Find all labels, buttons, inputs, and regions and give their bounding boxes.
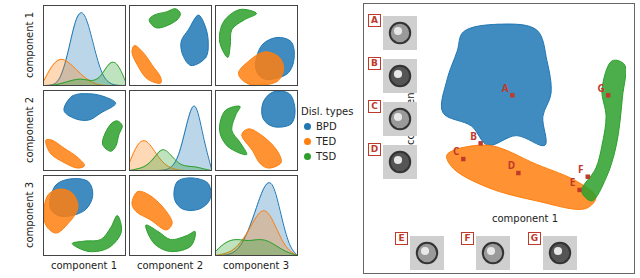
html-text:component 2: component 2 <box>24 96 35 164</box>
html-text:component 2: component 2 <box>405 78 416 146</box>
html-text:C: C <box>371 101 378 111</box>
html-text:component 3: component 3 <box>24 181 35 249</box>
html-text:E: E <box>398 233 405 243</box>
svg-text:D: D <box>508 158 515 172</box>
html-text:component 1: component 1 <box>491 213 559 224</box>
html-text:TED: TED <box>316 136 337 147</box>
html-text:TSD: TSD <box>316 151 337 162</box>
svg-text:B: B <box>470 129 477 143</box>
html-text:B: B <box>371 58 378 68</box>
html-text:A: A <box>371 15 378 25</box>
svg-text:F: F <box>578 162 584 176</box>
svg-text:G: G <box>598 81 605 95</box>
html-text:F: F <box>464 233 471 243</box>
html-text:Disl. types: Disl. types <box>301 106 354 117</box>
svg-text:A: A <box>502 81 509 95</box>
html-text:component 2: component 2 <box>136 260 204 271</box>
html-text:G: G <box>530 233 539 243</box>
html-text:D: D <box>370 144 379 154</box>
svg-text:E: E <box>570 175 576 189</box>
svg-text:C: C <box>453 144 460 158</box>
html-text:component 3: component 3 <box>222 260 290 271</box>
html-text:BPD: BPD <box>316 121 337 132</box>
html-text:component 1: component 1 <box>24 11 35 79</box>
html-text:component 1: component 1 <box>50 260 118 271</box>
